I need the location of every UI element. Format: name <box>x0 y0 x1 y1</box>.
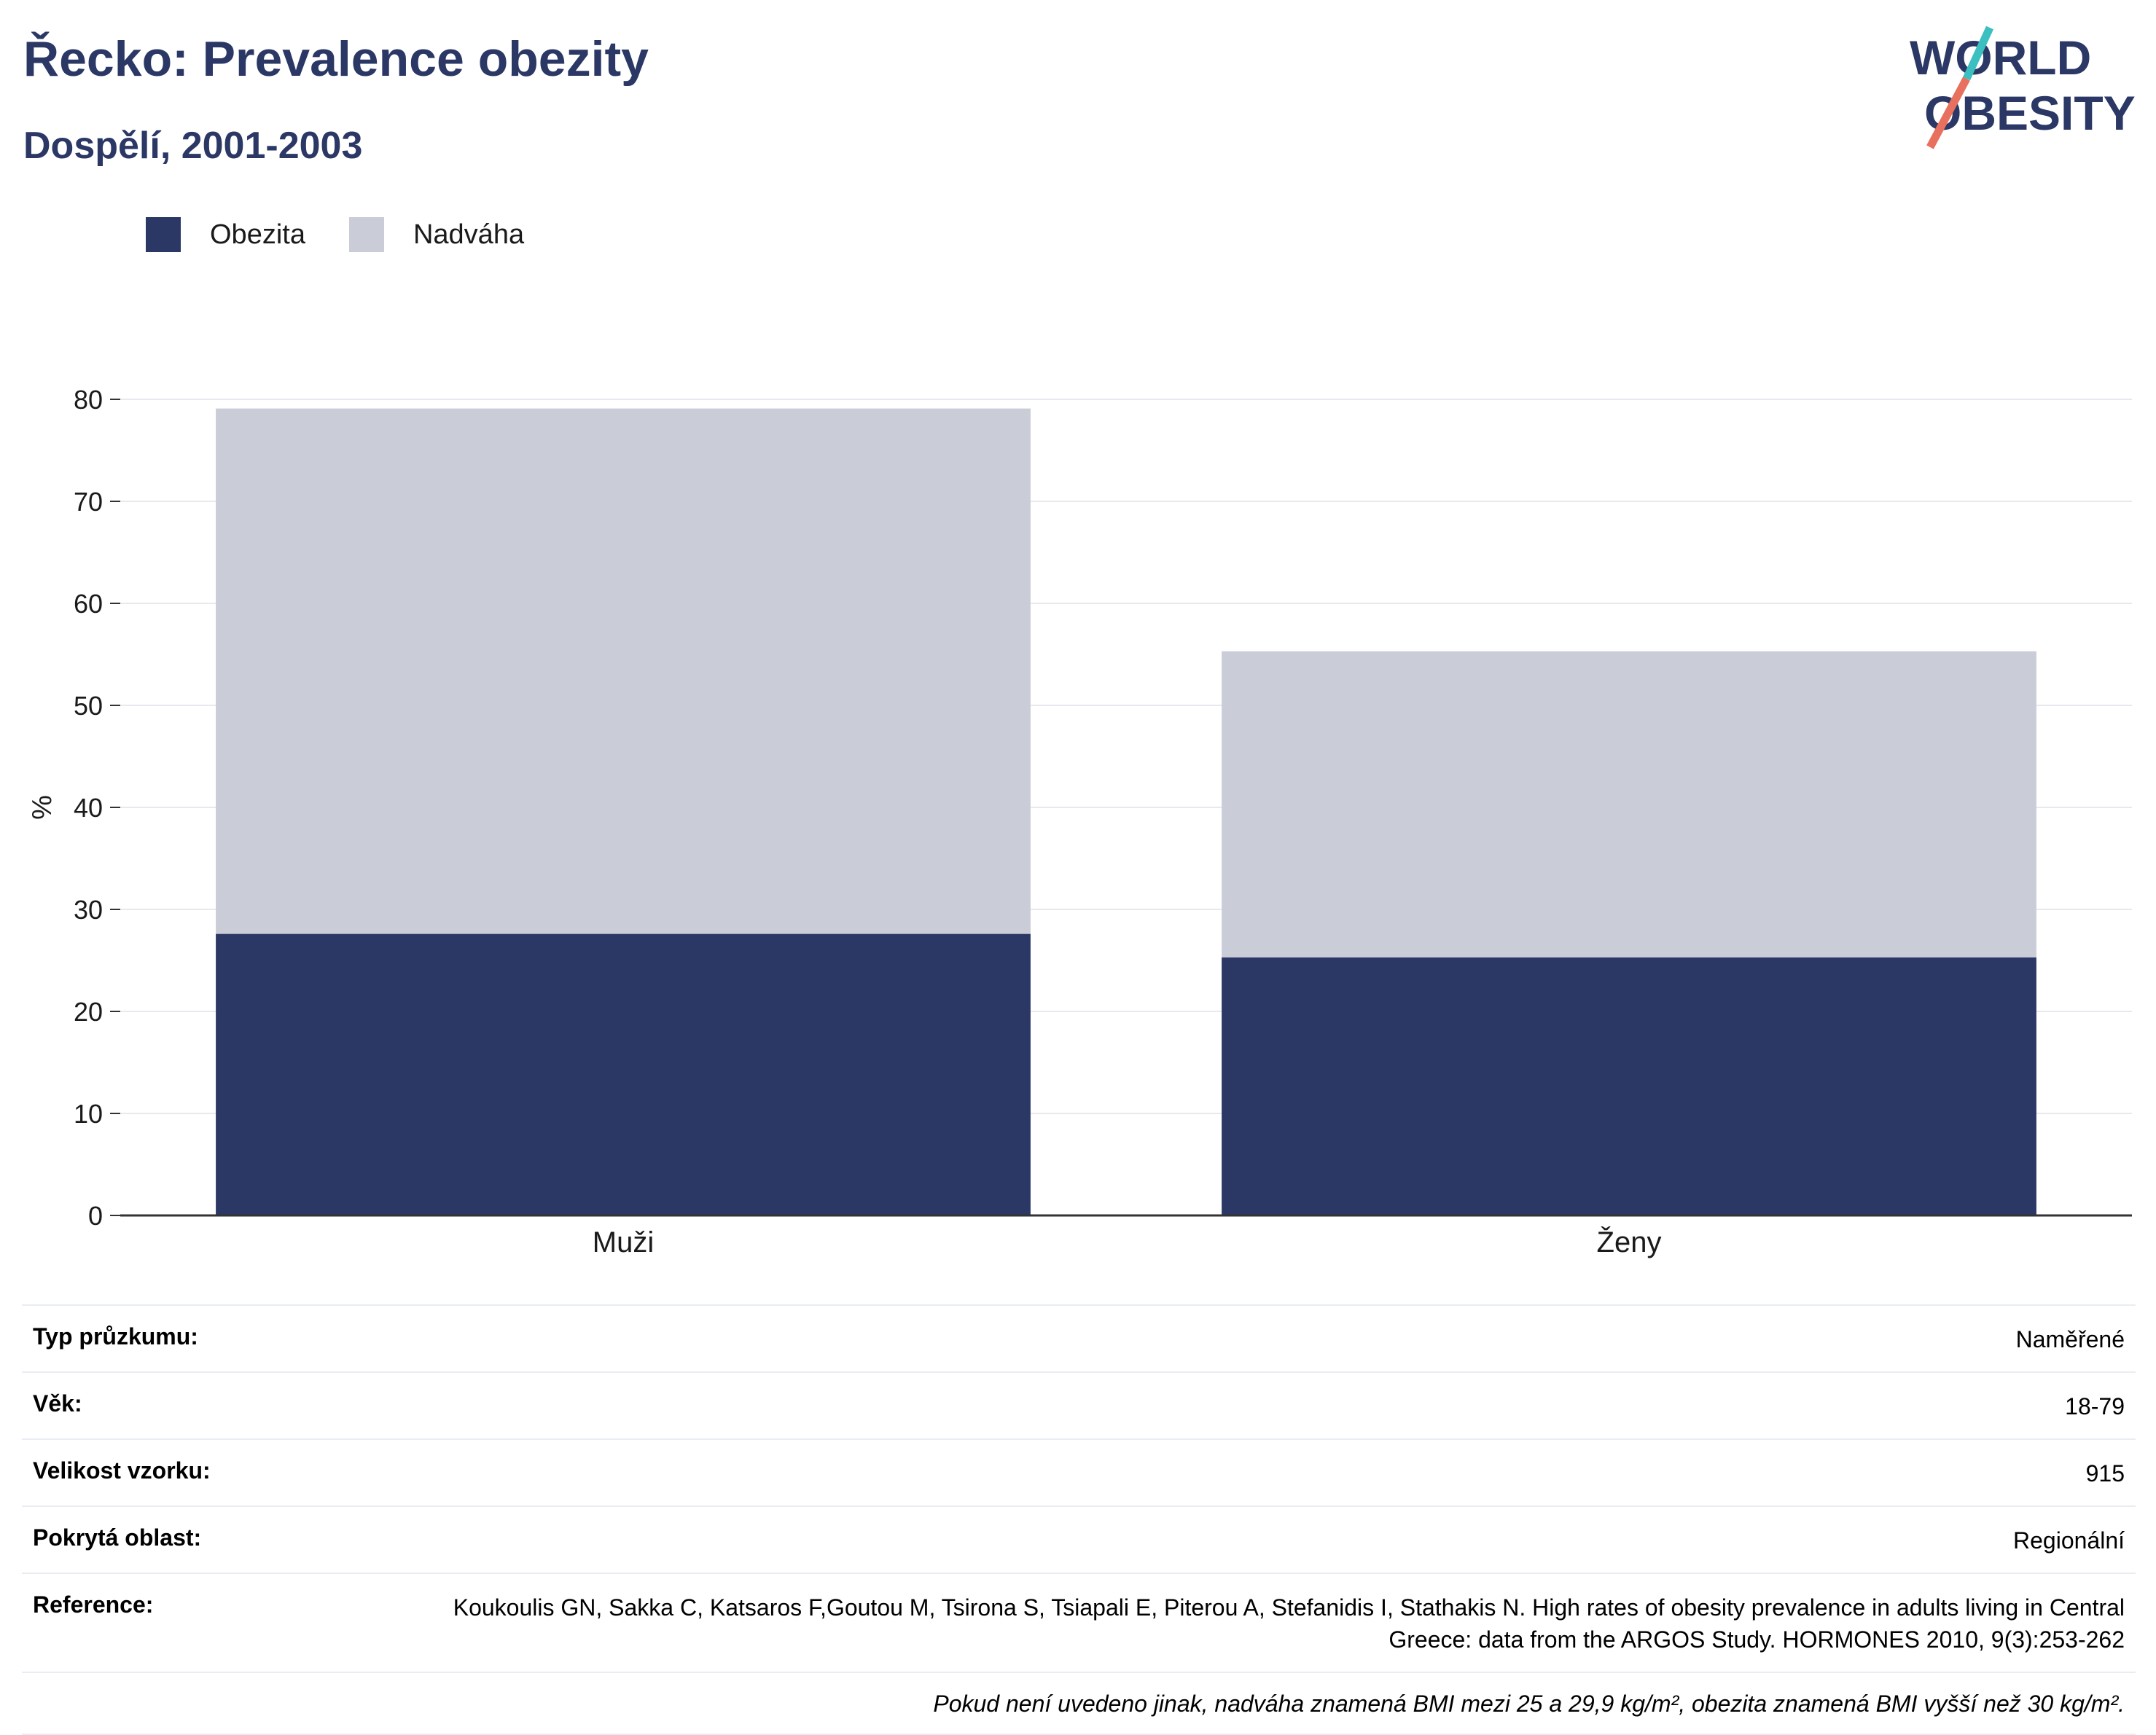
footnote-text: Pokud není uvedeno jinak, nadváha znamen… <box>933 1691 2125 1717</box>
chart-subtitle: Dospělí, 2001-2003 <box>23 125 363 167</box>
y-tick-label: 70 <box>74 487 103 517</box>
meta-row-reference: Reference: Koukoulis GN, Sakka C, Katsar… <box>22 1573 2136 1672</box>
meta-row-age: Věk: 18-79 <box>22 1371 2136 1438</box>
bar-obezita-1 <box>1222 957 2036 1215</box>
meta-value: 915 <box>2085 1460 2125 1487</box>
legend-swatch-nadvaha <box>348 217 384 252</box>
meta-row-survey-type: Typ průzkumu: Naměřené <box>22 1304 2136 1371</box>
stacked-bar-chart: 0 10 20 30 40 50 60 70 80% Muži Ženy <box>27 385 2132 1258</box>
legend-item-obezita[interactable]: Obezita <box>146 217 305 252</box>
meta-value: Naměřené <box>2015 1326 2125 1352</box>
meta-value: 18-79 <box>2065 1393 2125 1419</box>
meta-label: Typ průzkumu: <box>33 1323 198 1350</box>
meta-value: Regionální <box>2013 1527 2125 1554</box>
y-tick-label: 40 <box>74 793 103 823</box>
legend-label-nadvaha: Nadváha <box>413 219 525 250</box>
x-tick-label: Muži <box>593 1226 654 1258</box>
meta-label: Věk: <box>33 1390 82 1417</box>
bar-obezita-0 <box>216 933 1031 1215</box>
survey-metadata-table: Typ průzkumu: Naměřené Věk: 18-79 Veliko… <box>22 1304 2136 1735</box>
meta-row-sample-size: Velikost vzorku: 915 <box>22 1438 2136 1505</box>
y-tick-label: 0 <box>88 1201 103 1231</box>
legend-swatch-obezita <box>146 217 181 252</box>
y-tick-label: 20 <box>74 997 103 1027</box>
logo-slash-teal <box>1962 26 1994 81</box>
legend-label-obezita: Obezita <box>210 219 305 250</box>
y-tick-label: 80 <box>74 385 103 415</box>
x-tick-label: Ženy <box>1597 1226 1662 1258</box>
meta-value: Koukoulis GN, Sakka C, Katsaros F,Goutou… <box>453 1594 2125 1653</box>
chart-legend: Obezita Nadváha <box>146 217 568 252</box>
world-obesity-logo: WORLD OBESITY <box>1910 26 2136 149</box>
bar-nadvaha-0 <box>216 408 1031 934</box>
meta-footnote: Pokud není uvedeno jinak, nadváha znamen… <box>22 1672 2136 1735</box>
bar-nadvaha-1 <box>1222 651 2036 957</box>
logo-slash-coral <box>1926 77 1970 149</box>
logo-word-world: WORLD <box>1910 31 2091 85</box>
chart-title: Řecko: Prevalence obezity <box>23 31 649 87</box>
y-tick-label: 60 <box>74 589 103 619</box>
y-axis-label: % <box>27 795 58 820</box>
y-tick-label: 10 <box>74 1099 103 1129</box>
meta-label: Velikost vzorku: <box>33 1457 211 1484</box>
meta-row-coverage: Pokrytá oblast: Regionální <box>22 1505 2136 1573</box>
legend-item-nadvaha[interactable]: Nadváha <box>348 217 525 252</box>
meta-label: Reference: <box>33 1591 154 1618</box>
meta-label: Pokrytá oblast: <box>33 1524 202 1551</box>
y-tick-label: 50 <box>74 691 103 721</box>
y-tick-label: 30 <box>74 895 103 925</box>
